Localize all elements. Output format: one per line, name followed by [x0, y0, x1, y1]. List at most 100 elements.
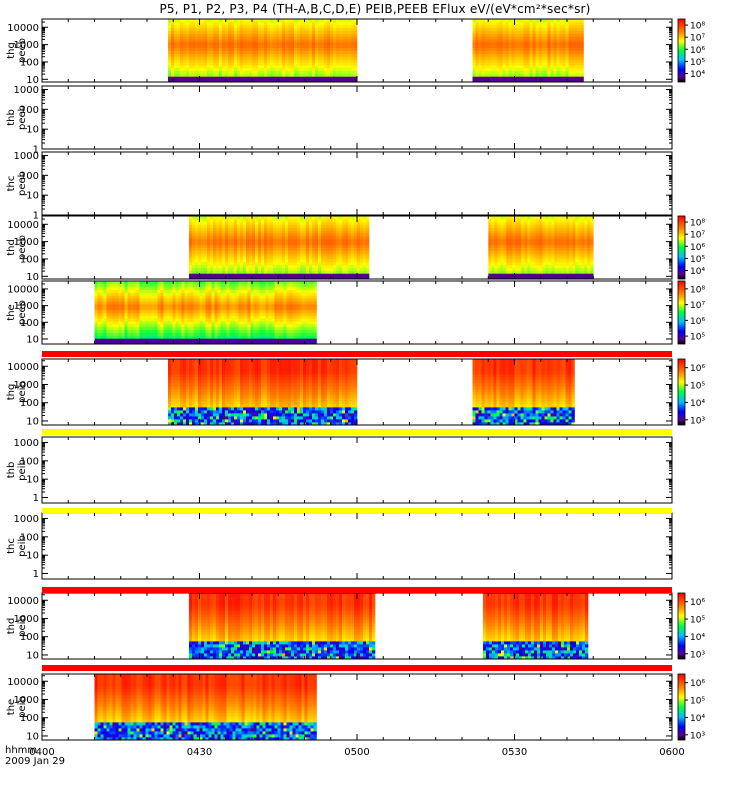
spectrogram-cell [535, 27, 539, 31]
spectrogram-cell [186, 21, 190, 26]
spectrogram-cell [100, 312, 104, 316]
spectrogram-cell [249, 76, 253, 80]
spectrogram-cell [532, 70, 536, 74]
spectrogram-cell [526, 50, 530, 54]
spectrogram-cell [300, 267, 304, 271]
spectrogram-cell [366, 276, 370, 280]
spectrogram-cell [249, 47, 253, 51]
spectrogram-cell [270, 244, 274, 248]
spectrogram-cell [273, 244, 277, 248]
spectrogram-cell [565, 41, 569, 46]
spectrogram-cell [94, 332, 98, 336]
spectrogram-cell [342, 273, 346, 277]
spectrogram-cell [282, 236, 286, 240]
spectrogram-cell [279, 259, 283, 263]
spectrogram-cell [133, 286, 137, 290]
spectrogram-cell [472, 73, 476, 77]
spectrogram-cell [354, 267, 358, 271]
spectrogram-cell [336, 41, 340, 46]
spectrogram-cell [294, 50, 298, 54]
spectrogram-cell [509, 216, 513, 220]
spectrogram-cell [180, 41, 184, 46]
spectrogram-cell [249, 53, 253, 57]
spectrogram-cell [354, 218, 358, 223]
spectrogram-cell [336, 62, 340, 66]
spectrogram-cell [571, 50, 575, 54]
spectrogram-cell [291, 67, 295, 71]
spectrogram-cell [127, 312, 131, 316]
spectrogram-cell [276, 244, 280, 248]
spectrogram-cell [515, 259, 519, 263]
spectrogram-cell [303, 259, 307, 263]
spectrogram-cell [100, 341, 104, 345]
spectrogram-cell [249, 19, 253, 23]
spectrogram-cell [523, 56, 527, 60]
spectrogram-cell [318, 47, 322, 51]
spectrogram-cell [168, 19, 172, 23]
spectrogram-cell [511, 70, 515, 74]
spectrogram-cell [354, 39, 358, 43]
spectrogram-cell [246, 53, 250, 57]
spectrogram-cell [204, 56, 208, 60]
spectrogram-cell [487, 76, 491, 80]
spectrogram-cell [563, 244, 567, 248]
spectrogram-cell [279, 267, 283, 271]
spectrogram-cell [210, 247, 214, 251]
spectrogram-cell [556, 41, 560, 46]
spectrogram-cell [222, 267, 226, 271]
spectrogram-cell [306, 21, 310, 26]
spectrogram-cell [363, 250, 367, 254]
spectrogram-cell [136, 341, 140, 345]
spectrogram-cell [130, 289, 134, 293]
spectrogram-cell [318, 30, 322, 34]
spectrogram-cell [315, 24, 319, 28]
spectrogram-cell [514, 70, 518, 74]
spectrogram-cell [511, 27, 515, 31]
spectrogram-cell [291, 221, 295, 225]
spectrogram-cell [315, 67, 319, 71]
spectrogram-cell [306, 41, 310, 46]
spectrogram-cell [342, 230, 346, 234]
spectrogram-cell [267, 56, 271, 60]
spectrogram-cell [276, 241, 280, 246]
spectrogram-cell [294, 56, 298, 60]
spectrogram-cell [195, 261, 199, 266]
spectrogram-cell [342, 59, 346, 63]
spectrogram-cell [539, 224, 543, 228]
spectrogram-cell [532, 73, 536, 77]
spectrogram-cell [279, 64, 283, 69]
spectrogram-cell [351, 53, 355, 57]
spectrogram-cell [563, 247, 567, 251]
spectrogram-cell [348, 221, 352, 225]
spectrogram-cell [536, 233, 540, 237]
spectrogram-cell [198, 73, 202, 77]
spectrogram-cell [527, 259, 531, 263]
spectrogram-cell [100, 306, 104, 311]
spectrogram-cell [590, 253, 594, 257]
spectrogram-cell [363, 264, 367, 268]
spectrogram-cell [330, 73, 334, 77]
spectrogram-cell [324, 27, 328, 31]
spectrogram-cell [330, 276, 334, 280]
spectrogram-cell [246, 67, 250, 71]
spectrogram-cell [521, 218, 525, 223]
spectrogram-cell [506, 216, 510, 220]
spectrogram-cell [560, 236, 564, 240]
spectrogram-cell [234, 230, 238, 234]
spectrogram-cell [351, 273, 355, 277]
spectrogram-cell [560, 273, 564, 277]
spectrogram-cell [300, 250, 304, 254]
spectrogram-cell [497, 264, 501, 268]
spectrogram-cell [270, 261, 274, 266]
spectrogram-cell [351, 244, 355, 248]
spectrogram-cell [530, 230, 534, 234]
spectrogram-cell [333, 236, 337, 240]
spectrogram-cell [237, 79, 241, 83]
spectrogram-cell [258, 241, 262, 246]
spectrogram-cell [207, 36, 211, 40]
spectrogram-cell [171, 62, 175, 66]
colorbar-tick-label: 10⁷ [690, 231, 705, 241]
spectrogram-cell [571, 41, 575, 46]
spectrogram-cell [303, 50, 307, 54]
